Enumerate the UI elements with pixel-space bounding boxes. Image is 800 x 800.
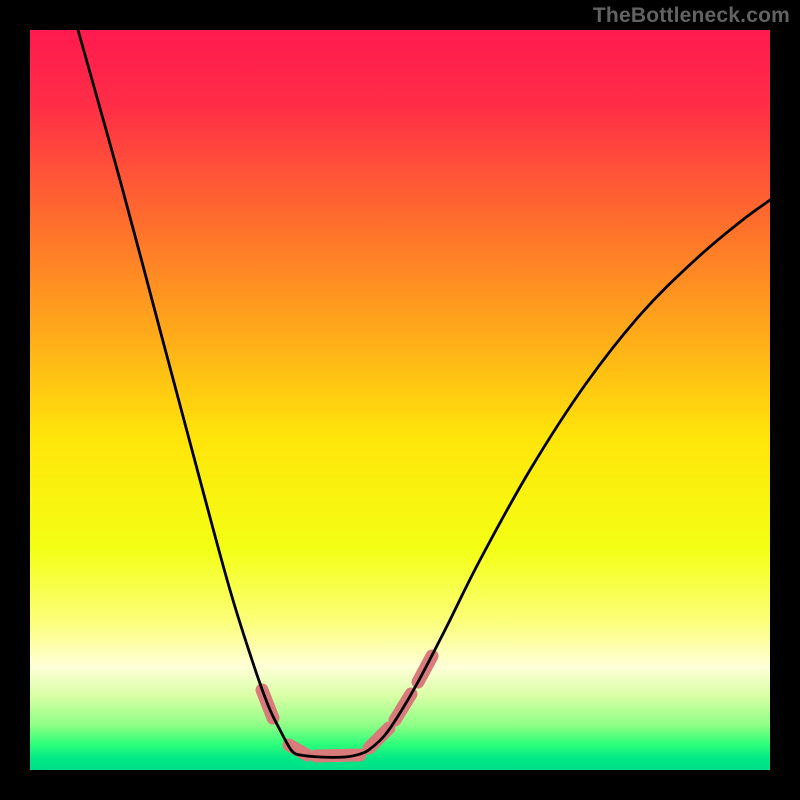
gradient-background <box>30 30 770 770</box>
watermark-text: TheBottleneck.com <box>593 4 790 28</box>
outer-frame: TheBottleneck.com <box>0 0 800 800</box>
plot-surface <box>0 0 800 800</box>
